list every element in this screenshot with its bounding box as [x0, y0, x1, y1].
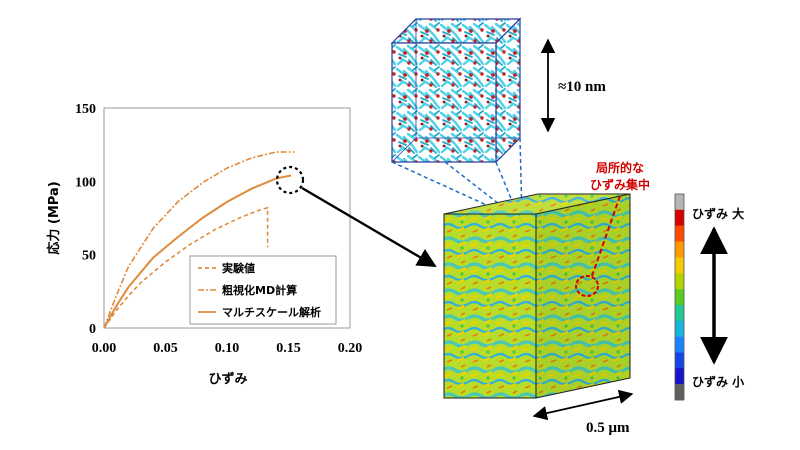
local-strain-label-line1: 局所的な: [596, 160, 644, 175]
colorbar-swatch: [675, 273, 684, 290]
colorbar-swatch: [675, 384, 684, 401]
colorbar-swatch: [675, 241, 684, 258]
strain-colorbar: ひずみ 大 ひずみ 小: [674, 193, 744, 401]
cube-size-indicator: 0.5 μm: [532, 389, 634, 436]
colorbar-swatch: [675, 289, 684, 306]
y-tick-labels: 0 50 100 150: [75, 102, 96, 337]
local-strain-circle: [575, 275, 599, 297]
y-tick-label: 0: [89, 322, 96, 337]
connector-arrow: [301, 186, 437, 268]
colorbar-swatch: [675, 368, 684, 385]
colorbar-swatch: [675, 257, 684, 274]
series-line-experimental: [103, 206, 269, 329]
colorbar-frame: [674, 193, 685, 401]
y-tick-label: 150: [75, 102, 96, 117]
local-strain-callout: 局所的な ひずみ集中: [575, 160, 650, 297]
colorbar-swatch: [675, 194, 684, 211]
legend: 実験値 粗視化MD計算 マルチスケール解析: [189, 255, 337, 325]
colorbar-swatch: [675, 209, 684, 226]
colorbar-low-label: ひずみ 小: [692, 374, 744, 389]
series-line-multiscale: [103, 174, 292, 329]
y-tick-label: 50: [82, 249, 96, 264]
series-group: [103, 151, 295, 329]
x-tick-label: 0.05: [153, 341, 178, 356]
md-size-label: ≈10 nm: [558, 79, 606, 95]
x-tick-label: 0.10: [215, 341, 240, 356]
md-cube-hidden-edge: [391, 137, 417, 163]
colorbar-swatch: [675, 225, 684, 242]
cube-size-arrow: [532, 389, 634, 421]
md-cube: [390, 17, 522, 164]
colorbar-swatch: [675, 320, 684, 337]
x-axis-label: ひずみ: [208, 371, 247, 387]
zoom-highlight-circle: [275, 165, 305, 195]
colorbar-swatch: [675, 304, 684, 321]
colorbar-high-label: ひずみ 大: [692, 206, 744, 221]
x-tick-label: 0.20: [338, 341, 363, 356]
colorbar-swatch: [675, 336, 684, 353]
x-tick-label: 0.15: [276, 341, 301, 356]
colorbar-swatches: [674, 193, 685, 401]
x-tick-labels: 0.00 0.05 0.10 0.15 0.20: [92, 341, 363, 356]
x-tick-label: 0.00: [92, 341, 117, 356]
legend-label-multiscale: マルチスケール解析: [222, 305, 321, 319]
y-tick-label: 100: [75, 175, 96, 190]
local-strain-pointer: [591, 195, 621, 277]
colorbar-swatch: [675, 352, 684, 369]
cube-size-label: 0.5 μm: [586, 420, 630, 436]
legend-label-experimental: 実験値: [222, 261, 255, 275]
strain-cube-top-tint: [444, 194, 630, 214]
md-cube-front-face: [391, 42, 497, 163]
series-line-cg-md: [103, 151, 295, 329]
y-axis-label: 応力 (MPa): [46, 181, 62, 254]
strain-cube-front-face: [443, 213, 537, 399]
md-size-indicator: ≈10 nm: [540, 38, 606, 133]
strain-cube: [443, 193, 631, 399]
local-strain-label-line2: ひずみ集中: [590, 177, 650, 192]
md-cube-side-face: [495, 17, 521, 164]
plot-area-frame: [103, 107, 351, 329]
legend-label-cg-md: 粗視化MD計算: [222, 283, 297, 297]
projection-line: [444, 161, 518, 219]
